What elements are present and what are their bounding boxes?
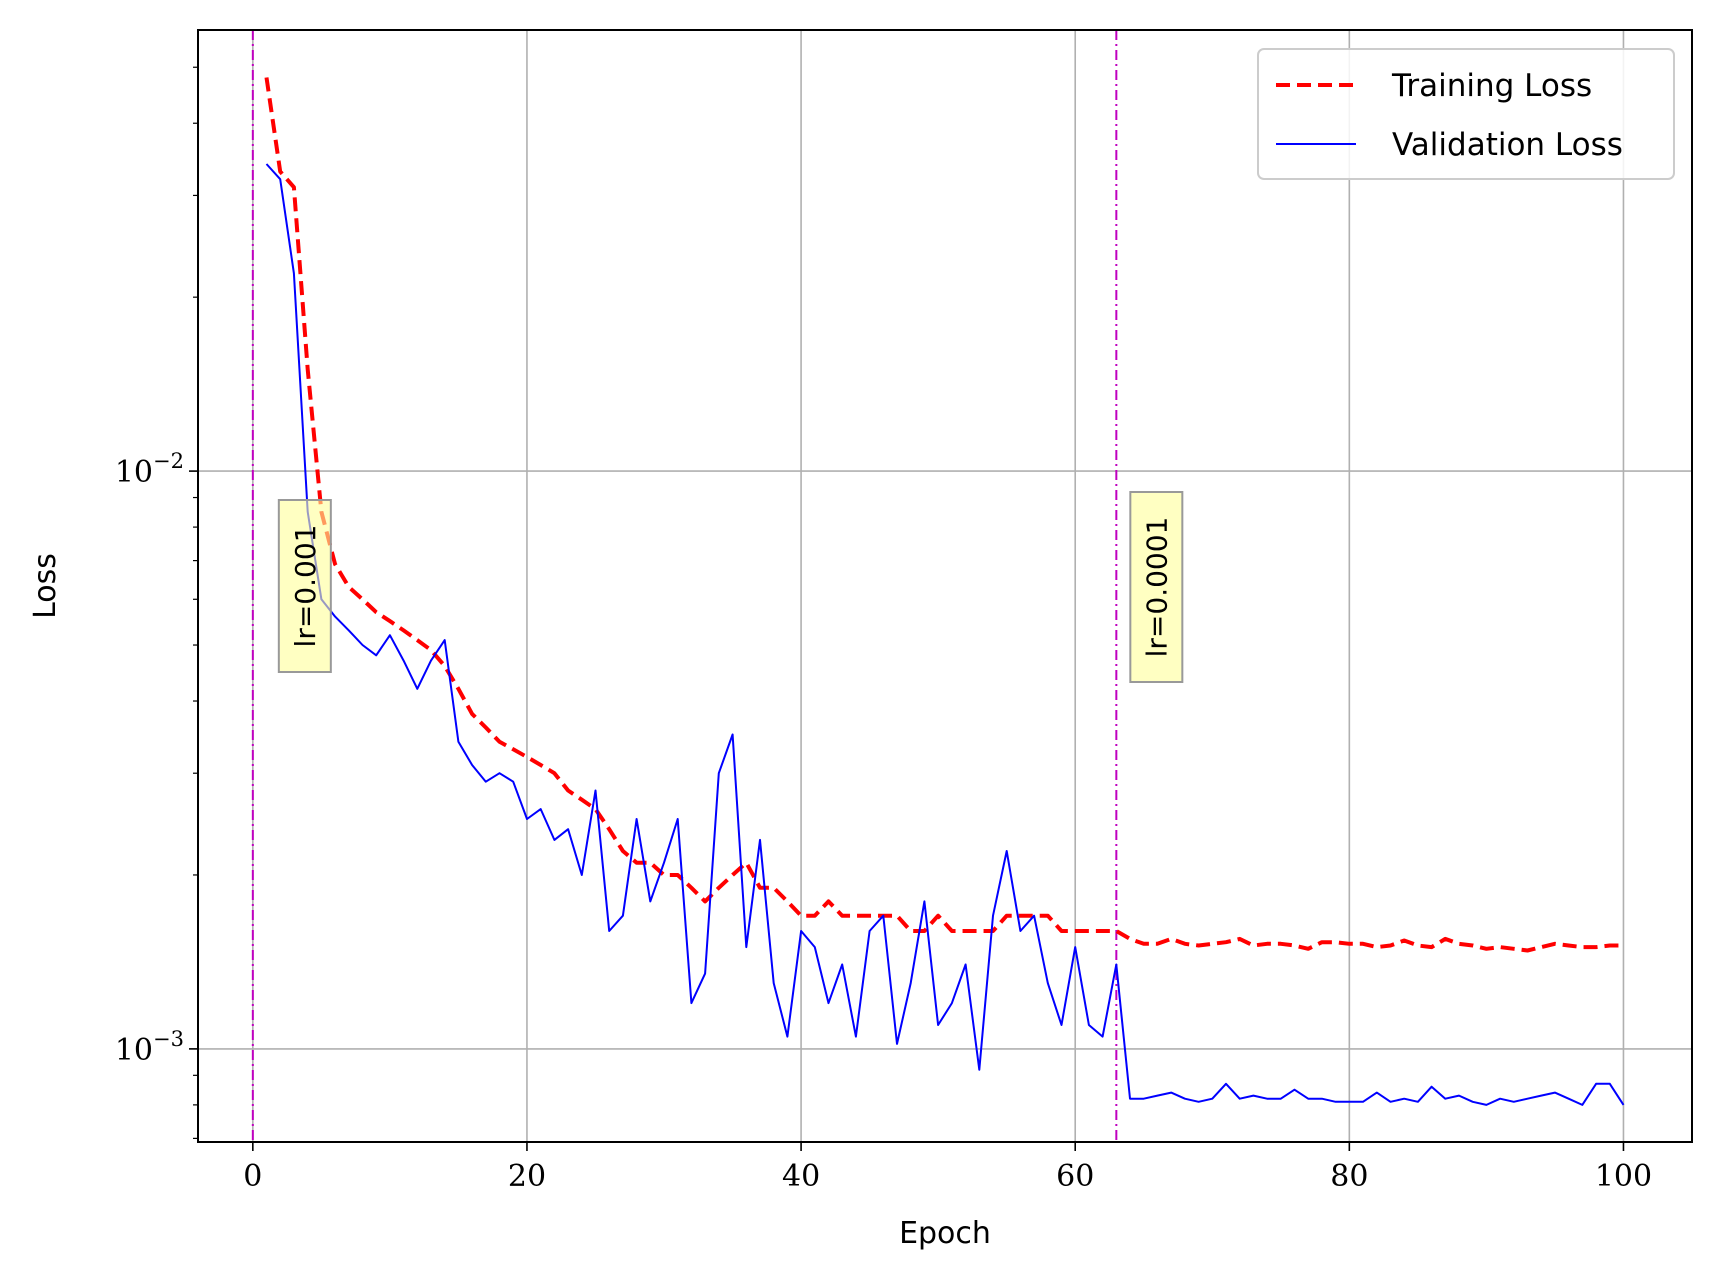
training-loss-line [264,77,1624,953]
y-tick-label: 10−3 [115,1027,184,1068]
y-axis-label: Loss [28,553,63,619]
x-tick-label: 20 [508,1159,546,1194]
validation-loss-line [265,163,1625,1106]
lr-annotation-label: lr=0.0001 [1140,517,1173,658]
y-tick-label: 10−2 [115,449,184,490]
legend-validation-label: Validation Loss [1392,127,1623,163]
lr-annotation-box [1129,491,1184,683]
legend-training-label: Training Loss [1391,68,1592,104]
legend-box [1257,48,1675,180]
lr-change-lines [251,30,1118,1142]
legend: Training Loss Validation Loss [1257,48,1675,180]
lr-annotation-box [277,499,332,673]
x-axis-label: Epoch [899,1216,991,1251]
axis-ticks: 0 20 40 60 80 100 10−3 10−2 [115,66,1652,1194]
plot-lines [264,77,1625,1106]
x-tick-label: 0 [243,1159,262,1194]
x-tick-label: 60 [1056,1159,1094,1194]
lr-annotation-label: lr=0.001 [289,525,322,648]
x-tick-label: 100 [1595,1159,1652,1194]
x-tick-label: 40 [782,1159,820,1194]
x-tick-label: 80 [1330,1159,1368,1194]
plot-frame [197,29,1693,1143]
grid [198,30,1692,1142]
lr-annotations: lr=0.001 lr=0.0001 [277,491,1184,683]
